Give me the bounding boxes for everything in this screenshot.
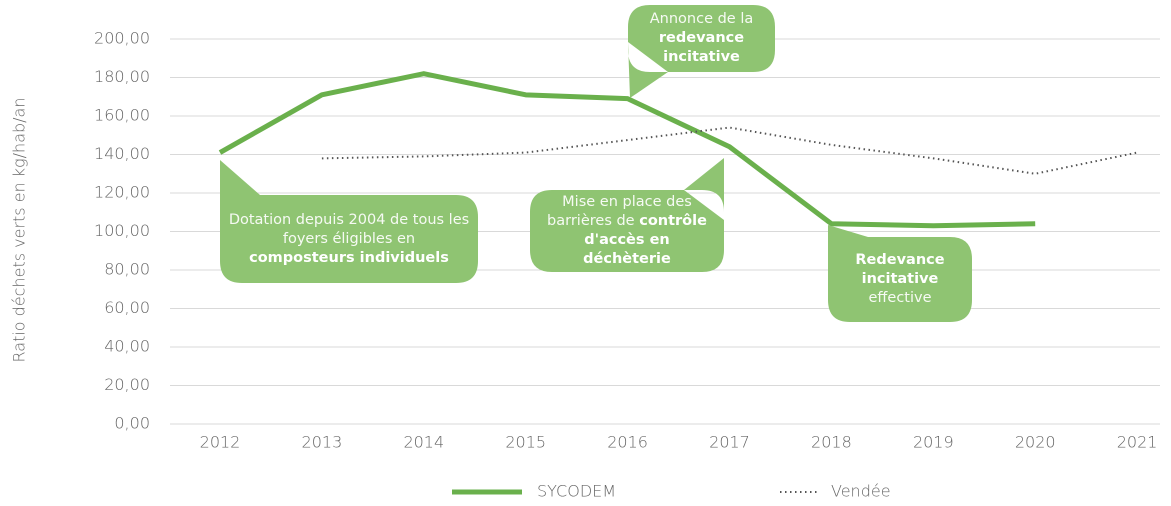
y-tick-label: 0,00 [114, 414, 150, 433]
x-tick-label: 2021 [1117, 433, 1158, 452]
annotation-bubble [220, 160, 478, 283]
annotation-part: redevance incitative [658, 30, 745, 65]
annotation-paragraph: Redevance incitative effective [836, 251, 964, 308]
annotation-text: Mise en place des barrières de contrôle … [538, 190, 716, 272]
y-tick-label: 100,00 [94, 221, 150, 240]
legend-label: SYCODEM [537, 482, 616, 501]
legend-label: Vendée [831, 482, 891, 501]
y-axis-label: Ratio déchets verts en kg/hab/an [10, 98, 29, 363]
y-tick-label: 200,00 [94, 29, 150, 48]
x-tick-label: 2012 [200, 433, 241, 452]
x-tick-label: 2019 [913, 433, 954, 452]
annotation-text: Dotation depuis 2004 de tous les foyers … [228, 195, 470, 283]
x-tick-label: 2018 [811, 433, 852, 452]
annotation-part: Redevance incitative [855, 252, 945, 287]
y-tick-label: 160,00 [94, 106, 150, 125]
y-tick-label: 120,00 [94, 183, 150, 202]
x-tick-label: 2020 [1015, 433, 1056, 452]
y-tick-label: 180,00 [94, 67, 150, 86]
annotation-part: composteurs individuels [249, 249, 449, 266]
x-tick-label: 2016 [607, 433, 648, 452]
annotation-part: Dotation depuis 2004 de tous les foyers … [228, 211, 470, 247]
annotation-paragraph: Mise en place des barrières de contrôle … [538, 193, 716, 269]
series-line [321, 126, 1138, 175]
annotation-part: contrôle d'accès en déchèterie [583, 213, 707, 267]
y-tick-label: 80,00 [104, 260, 150, 279]
y-tick-label: 40,00 [104, 337, 150, 356]
annotation-text: Annonce de la redevance incitative [636, 5, 767, 72]
annotation-paragraph: Annonce de la redevance incitative [636, 10, 767, 67]
annotation-bubble [828, 225, 972, 322]
y-tick-label: 60,00 [104, 298, 150, 317]
annotation-part: effective [868, 290, 932, 306]
x-tick-label: 2017 [709, 433, 750, 452]
annotation-paragraph: Dotation depuis 2004 de tous les foyers … [228, 211, 470, 268]
series-line [218, 71, 1036, 229]
annotation-part: Mise en place des barrières de [547, 194, 692, 229]
annotation-part: Annonce de la [649, 11, 754, 27]
x-tick-label: 2014 [403, 433, 444, 452]
y-tick-label: 140,00 [94, 144, 150, 163]
annotation-bubble [530, 158, 724, 272]
x-tick-label: 2015 [505, 433, 546, 452]
annotation-bubble [628, 5, 775, 98]
y-tick-label: 20,00 [104, 375, 150, 394]
x-tick-label: 2013 [302, 433, 343, 452]
annotation-text: Redevance incitative effective [836, 237, 964, 322]
